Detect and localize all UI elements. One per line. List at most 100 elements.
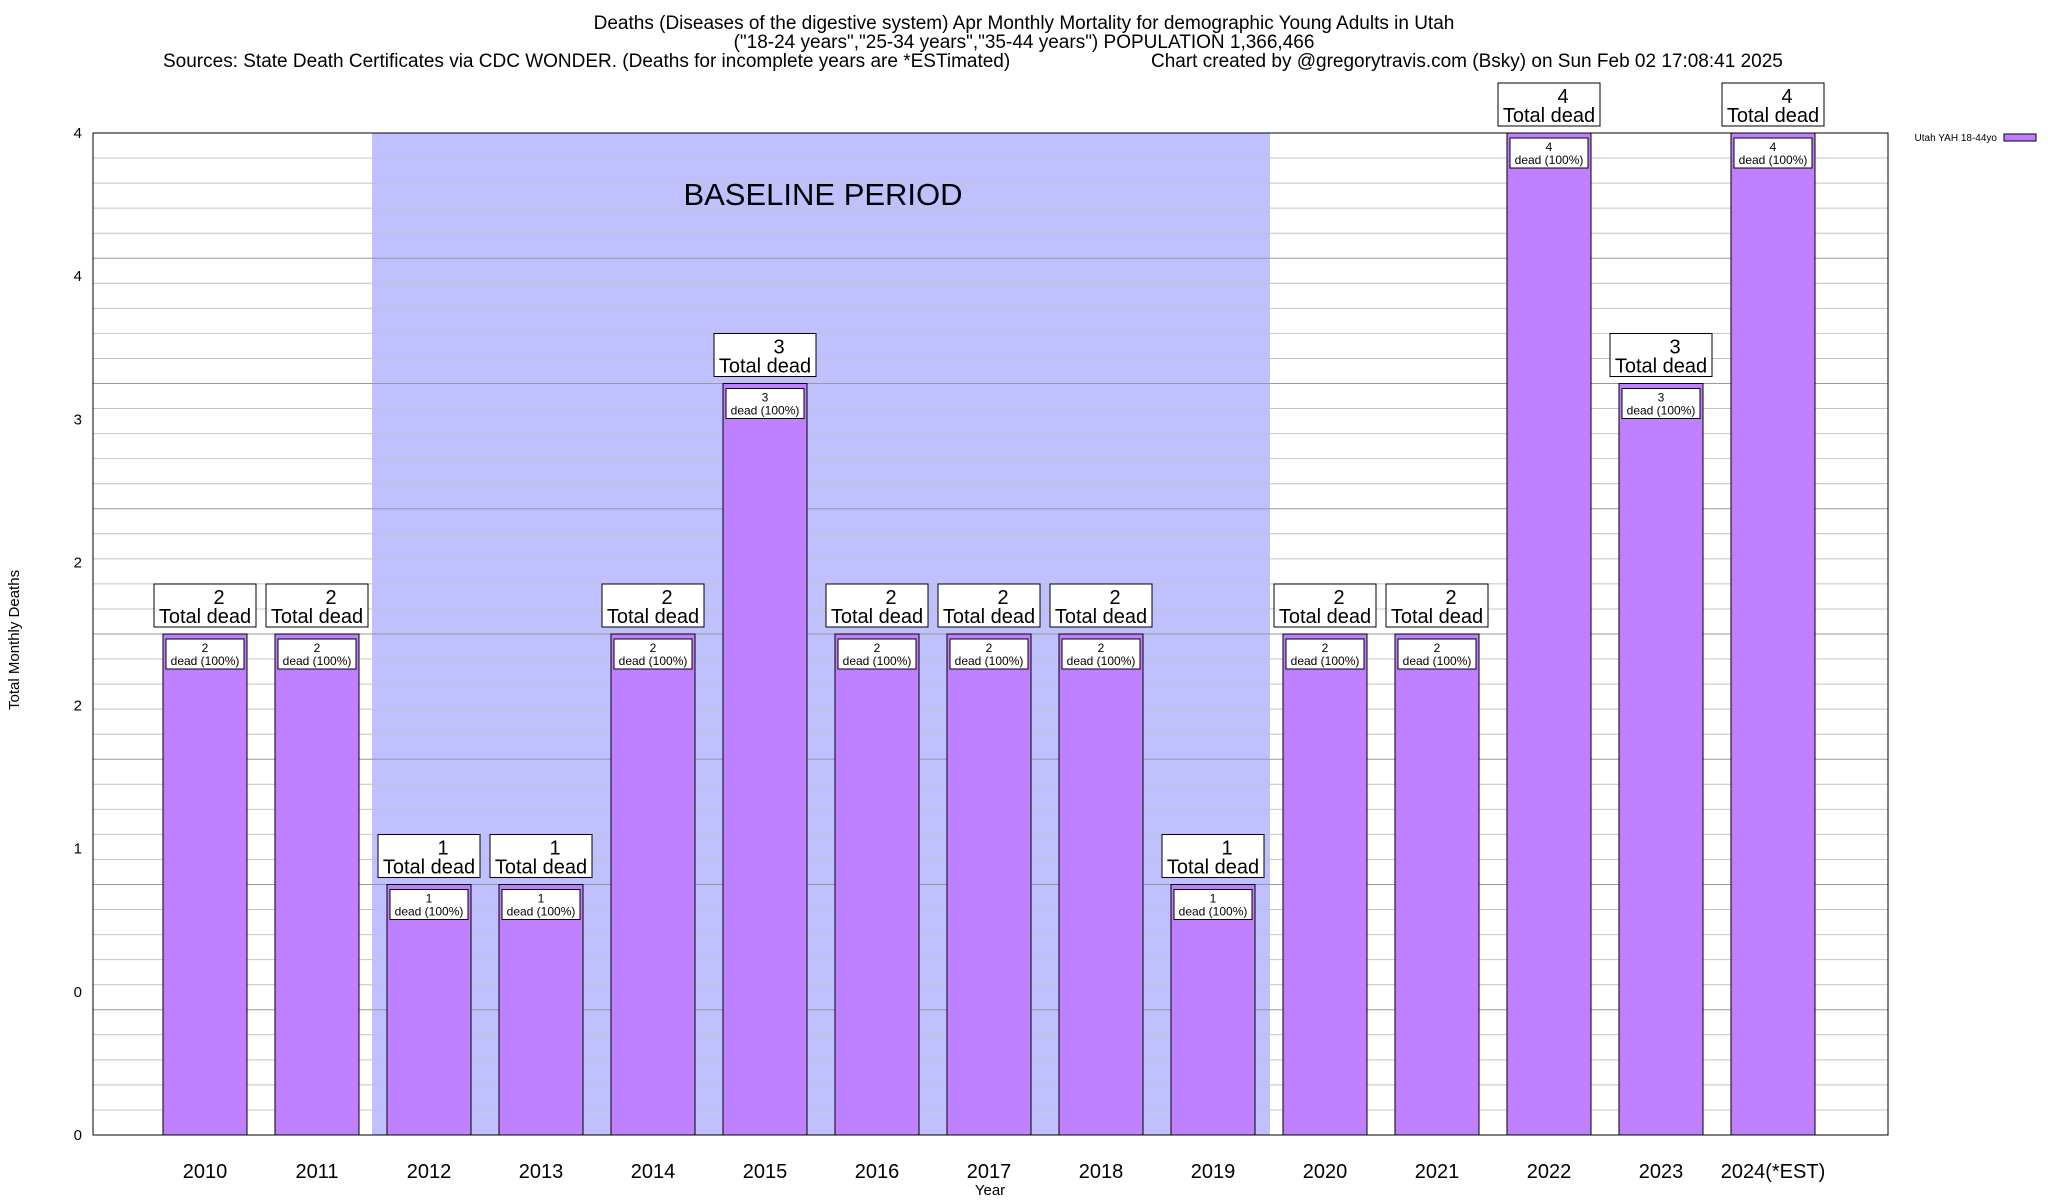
bar-inner-label-box — [1061, 638, 1141, 670]
bar-inner-percent: dead (100%) — [283, 654, 352, 668]
bar-top-label: Total dead — [271, 606, 363, 628]
bar-inner-count: 2 — [874, 641, 881, 655]
x-tick-label: 2021 — [1415, 1161, 1460, 1183]
bar-top-label: Total dead — [383, 857, 475, 879]
bar — [1058, 633, 1144, 1136]
bar-top-label-box — [1161, 834, 1265, 878]
bar-top-label: Total dead — [1615, 356, 1707, 378]
title-line-1: Deaths (Diseases of the digestive system… — [593, 13, 1455, 34]
bar-inner-count: 2 — [1434, 641, 1441, 655]
y-tick-label: 4 — [74, 125, 82, 142]
bar-inner-label-box — [1621, 388, 1701, 419]
bar-top-count: 4 — [1781, 86, 1792, 108]
bar-top-label: Total dead — [1391, 606, 1483, 628]
bar — [946, 633, 1032, 1136]
bar — [162, 633, 248, 1136]
bar-top-label: Total dead — [719, 356, 811, 378]
bar — [386, 884, 472, 1136]
bar-top-count: 1 — [437, 838, 448, 860]
x-tick-label: 2016 — [855, 1161, 900, 1183]
bar-top-label-box — [713, 333, 817, 377]
bar-top-count: 2 — [213, 587, 224, 609]
bar-top-label: Total dead — [1167, 857, 1259, 879]
bar-inner-percent: dead (100%) — [1739, 153, 1808, 167]
bar — [610, 633, 696, 1136]
bar-top-label-box — [489, 834, 593, 878]
bar-inner-label-box — [1509, 137, 1589, 169]
bar-inner-percent: dead (100%) — [955, 654, 1024, 668]
bar-inner-count: 2 — [986, 641, 993, 655]
bar — [1170, 884, 1256, 1136]
bar-inner-label-box — [1733, 137, 1813, 169]
bar-top-label: Total dead — [1503, 105, 1595, 127]
bar-top-count: 2 — [661, 587, 672, 609]
bar-top-label: Total dead — [1055, 606, 1147, 628]
bar-top-label: Total dead — [1279, 606, 1371, 628]
bar-inner-percent: dead (100%) — [1179, 905, 1248, 919]
bar-inner-label-box — [1285, 638, 1365, 670]
bar-top-label-box — [1273, 583, 1377, 628]
bar-inner-percent: dead (100%) — [619, 654, 688, 668]
plot-border — [92, 132, 1889, 1136]
bar — [274, 633, 360, 1136]
bar-top-label: Total dead — [495, 857, 587, 879]
bar-inner-percent: dead (100%) — [1291, 654, 1360, 668]
bar — [1394, 633, 1480, 1136]
legend-label: Utah YAH 18-44yo — [1915, 133, 1998, 144]
x-tick-label: 2014 — [631, 1161, 676, 1183]
y-tick-label: 0 — [74, 984, 82, 1001]
bar-inner-count: 3 — [1658, 391, 1665, 405]
bar-inner-count: 2 — [1098, 641, 1105, 655]
bar-inner-percent: dead (100%) — [1067, 654, 1136, 668]
y-tick-label: 2 — [74, 698, 82, 715]
bar-inner-count: 2 — [650, 641, 657, 655]
bar-top-count: 1 — [1221, 838, 1232, 860]
bar-inner-percent: dead (100%) — [731, 404, 800, 418]
bar-top-label-box — [377, 834, 481, 878]
bar-top-label-box — [1049, 583, 1153, 628]
x-tick-label: 2023 — [1639, 1161, 1684, 1183]
bar-inner-percent: dead (100%) — [843, 654, 912, 668]
bar-inner-count: 2 — [314, 641, 321, 655]
bar-inner-count: 1 — [538, 892, 545, 906]
credit-text: Chart created by @gregorytravis.com (Bsk… — [1151, 51, 1783, 72]
bar-inner-label-box — [613, 638, 693, 670]
bar-top-count: 3 — [1669, 337, 1680, 359]
bar-top-count: 2 — [997, 587, 1008, 609]
bar-inner-percent: dead (100%) — [1403, 654, 1472, 668]
bar — [1506, 132, 1592, 1136]
y-axis-label: Total Monthly Deaths — [6, 569, 23, 710]
bar — [1730, 132, 1816, 1136]
x-tick-label: 2022 — [1527, 1161, 1572, 1183]
bar-top-label: Total dead — [607, 606, 699, 628]
bar-inner-percent: dead (100%) — [507, 905, 576, 919]
bar-top-count: 2 — [885, 587, 896, 609]
bar — [722, 383, 808, 1136]
x-tick-label: 2019 — [1191, 1161, 1236, 1183]
bar-inner-count: 1 — [426, 892, 433, 906]
bar — [1618, 383, 1704, 1136]
bar-top-label-box — [153, 583, 257, 628]
bar-inner-count: 2 — [1322, 641, 1329, 655]
y-tick-label: 2 — [74, 554, 82, 571]
bar-top-label-box — [601, 583, 705, 628]
bar-top-label: Total dead — [1727, 105, 1819, 127]
x-tick-label: 2017 — [967, 1161, 1012, 1183]
y-tick-label: 0 — [74, 1127, 82, 1144]
bar-top-label-box — [1721, 82, 1825, 127]
bar-inner-label-box — [837, 638, 917, 670]
bar — [498, 884, 584, 1136]
bar — [834, 633, 920, 1136]
bar-top-label-box — [937, 583, 1041, 628]
legend-swatch — [2003, 133, 2037, 142]
bar-inner-label-box — [725, 388, 805, 419]
baseline-period-label: BASELINE PERIOD — [683, 177, 962, 212]
bar-inner-percent: dead (100%) — [395, 905, 464, 919]
sources-text: Sources: State Death Certificates via CD… — [163, 51, 1011, 72]
y-tick-label: 4 — [74, 268, 82, 285]
bar-inner-label-box — [949, 638, 1029, 670]
x-tick-label: 2011 — [295, 1161, 338, 1183]
bar-inner-label-box — [501, 889, 581, 920]
bar-inner-percent: dead (100%) — [1515, 153, 1584, 167]
